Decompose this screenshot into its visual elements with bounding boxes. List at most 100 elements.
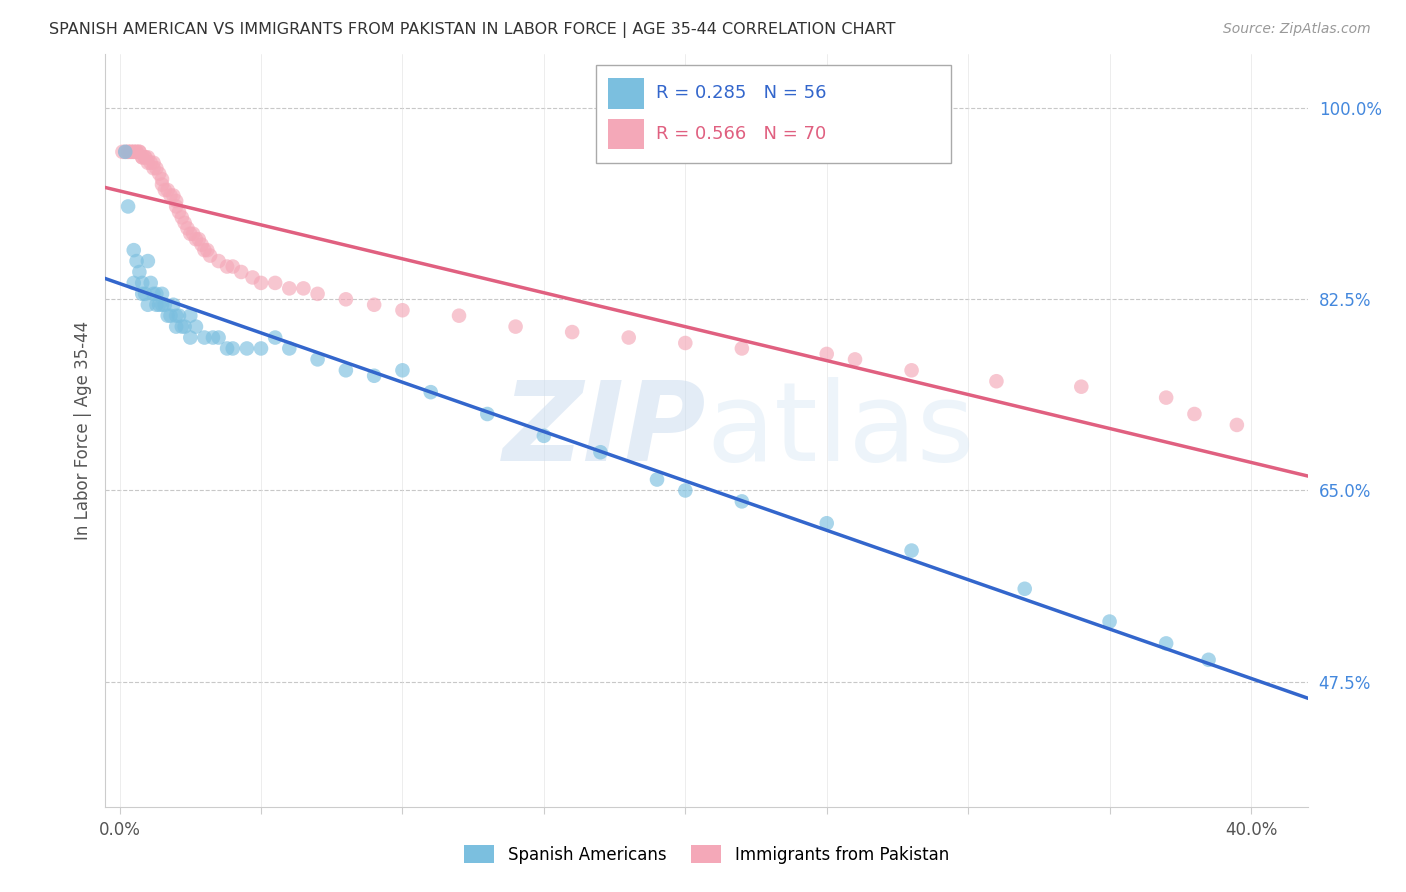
Point bbox=[150, 172, 173, 186]
Point bbox=[134, 150, 156, 164]
Point bbox=[292, 281, 315, 295]
Point bbox=[505, 319, 527, 334]
Point bbox=[179, 330, 201, 344]
Point bbox=[236, 342, 259, 356]
Point bbox=[278, 281, 301, 295]
Point bbox=[120, 145, 142, 159]
Bar bbox=[607, 78, 644, 109]
Point bbox=[264, 276, 287, 290]
Point bbox=[125, 145, 148, 159]
Point bbox=[153, 183, 176, 197]
Point bbox=[134, 286, 156, 301]
Point bbox=[173, 216, 195, 230]
Point bbox=[150, 178, 173, 192]
Point bbox=[136, 150, 159, 164]
Point bbox=[156, 309, 179, 323]
Point bbox=[195, 243, 218, 257]
Point bbox=[250, 276, 273, 290]
Point bbox=[165, 319, 187, 334]
Point bbox=[1184, 407, 1206, 421]
Point bbox=[153, 298, 176, 312]
Point bbox=[187, 232, 209, 246]
Point bbox=[815, 516, 838, 531]
Point bbox=[131, 286, 153, 301]
Point bbox=[173, 319, 195, 334]
Point bbox=[179, 309, 201, 323]
Point bbox=[156, 183, 179, 197]
Text: R = 0.285   N = 56: R = 0.285 N = 56 bbox=[657, 85, 827, 103]
Point bbox=[167, 309, 190, 323]
Point bbox=[142, 161, 165, 176]
Point bbox=[447, 309, 470, 323]
Point bbox=[184, 319, 207, 334]
Point bbox=[242, 270, 264, 285]
Point bbox=[1014, 582, 1036, 596]
Point bbox=[170, 319, 193, 334]
Point bbox=[125, 254, 148, 268]
Point bbox=[589, 445, 612, 459]
Point bbox=[162, 188, 184, 202]
Point bbox=[148, 167, 170, 181]
Point bbox=[128, 265, 150, 279]
Point bbox=[815, 347, 838, 361]
Point bbox=[561, 325, 583, 339]
Point bbox=[165, 309, 187, 323]
Point bbox=[231, 265, 253, 279]
Point bbox=[645, 473, 668, 487]
Point bbox=[207, 330, 229, 344]
Point bbox=[193, 243, 215, 257]
Point bbox=[181, 227, 204, 241]
Point bbox=[114, 145, 136, 159]
Point bbox=[201, 330, 224, 344]
Point bbox=[673, 483, 696, 498]
Point bbox=[148, 298, 170, 312]
Point bbox=[128, 145, 150, 159]
Point bbox=[198, 249, 221, 263]
Text: R = 0.566   N = 70: R = 0.566 N = 70 bbox=[657, 125, 827, 144]
Point bbox=[122, 145, 145, 159]
Point bbox=[131, 150, 153, 164]
FancyBboxPatch shape bbox=[596, 65, 950, 163]
Point bbox=[136, 155, 159, 169]
Point bbox=[307, 352, 329, 367]
Point bbox=[222, 260, 245, 274]
Point bbox=[142, 155, 165, 169]
Legend: Spanish Americans, Immigrants from Pakistan: Spanish Americans, Immigrants from Pakis… bbox=[457, 838, 956, 871]
Point bbox=[122, 145, 145, 159]
Y-axis label: In Labor Force | Age 35-44: In Labor Force | Age 35-44 bbox=[73, 321, 91, 540]
Point bbox=[217, 342, 239, 356]
Point bbox=[617, 330, 640, 344]
Point bbox=[673, 336, 696, 351]
Point bbox=[1070, 380, 1092, 394]
Point bbox=[190, 237, 212, 252]
Point bbox=[533, 429, 555, 443]
Text: atlas: atlas bbox=[707, 377, 974, 483]
Point bbox=[844, 352, 866, 367]
Point bbox=[117, 199, 139, 213]
Point bbox=[131, 276, 153, 290]
Point bbox=[184, 232, 207, 246]
Point bbox=[125, 145, 148, 159]
Point bbox=[165, 199, 187, 213]
Point bbox=[1154, 391, 1177, 405]
Point bbox=[419, 385, 441, 400]
Point bbox=[111, 145, 134, 159]
Point bbox=[145, 286, 167, 301]
Point bbox=[222, 342, 245, 356]
Point bbox=[122, 243, 145, 257]
Point bbox=[264, 330, 287, 344]
Point bbox=[731, 342, 754, 356]
Point bbox=[165, 194, 187, 208]
Point bbox=[134, 150, 156, 164]
Point bbox=[159, 188, 181, 202]
Point bbox=[278, 342, 301, 356]
Point bbox=[391, 303, 413, 318]
Text: SPANISH AMERICAN VS IMMIGRANTS FROM PAKISTAN IN LABOR FORCE | AGE 35-44 CORRELAT: SPANISH AMERICAN VS IMMIGRANTS FROM PAKI… bbox=[49, 22, 896, 38]
Point bbox=[335, 363, 357, 377]
Point bbox=[1098, 615, 1121, 629]
Point bbox=[1198, 653, 1220, 667]
Point bbox=[179, 227, 201, 241]
Point bbox=[731, 494, 754, 508]
Point bbox=[170, 211, 193, 225]
Point bbox=[1154, 636, 1177, 650]
